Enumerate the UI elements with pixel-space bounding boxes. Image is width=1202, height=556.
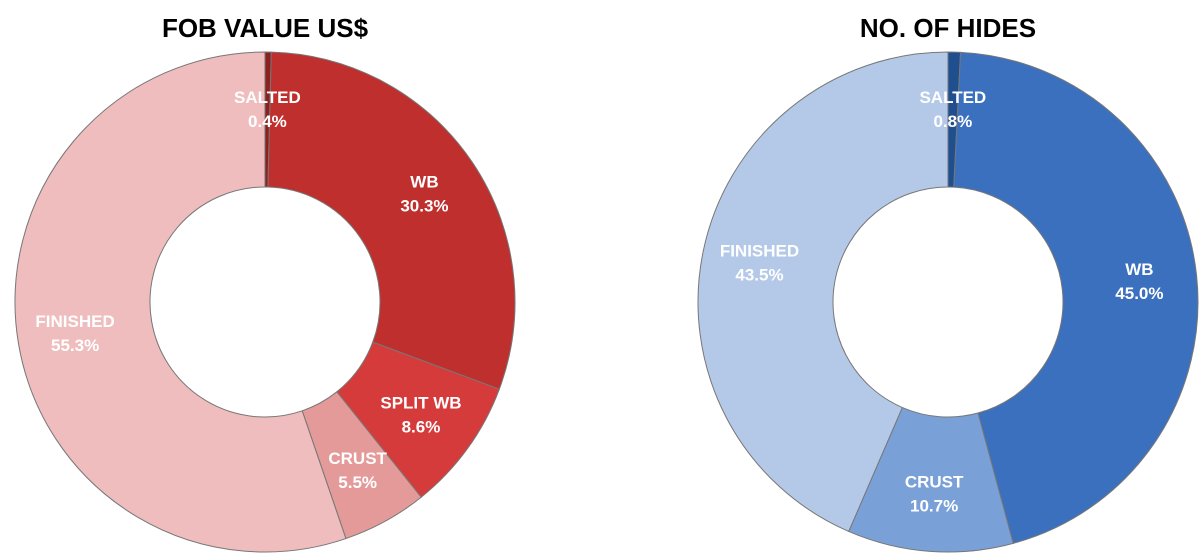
slice-label: WB	[410, 173, 438, 192]
slice-value-label: 5.5%	[338, 473, 377, 492]
slice-value-label: 0.4%	[248, 112, 287, 131]
donut-slice	[267, 51, 516, 390]
slice-label: CRUST	[328, 449, 387, 468]
slice-label: CRUST	[905, 472, 964, 491]
donut-slice	[953, 51, 1199, 544]
slice-label: FINISHED	[720, 241, 799, 260]
donut-slice	[14, 51, 347, 553]
slice-label: SPLIT WB	[380, 393, 461, 412]
slice-value-label: 55.3%	[51, 336, 99, 355]
slice-label: SALTED	[234, 88, 301, 107]
slice-label: FINISHED	[35, 312, 114, 331]
slice-value-label: 10.7%	[910, 496, 958, 515]
chart-title: FOB VALUE US$	[162, 13, 369, 43]
slice-label: SALTED	[919, 88, 986, 107]
chart-title: NO. OF HIDES	[860, 13, 1036, 43]
slice-value-label: 30.3%	[400, 197, 448, 216]
slice-value-label: 8.6%	[402, 417, 441, 436]
slice-value-label: 0.8%	[933, 112, 972, 131]
slice-value-label: 45.0%	[1115, 284, 1163, 303]
donut-slice	[697, 51, 949, 533]
slice-label: WB	[1125, 260, 1153, 279]
slice-value-label: 43.5%	[735, 265, 783, 284]
